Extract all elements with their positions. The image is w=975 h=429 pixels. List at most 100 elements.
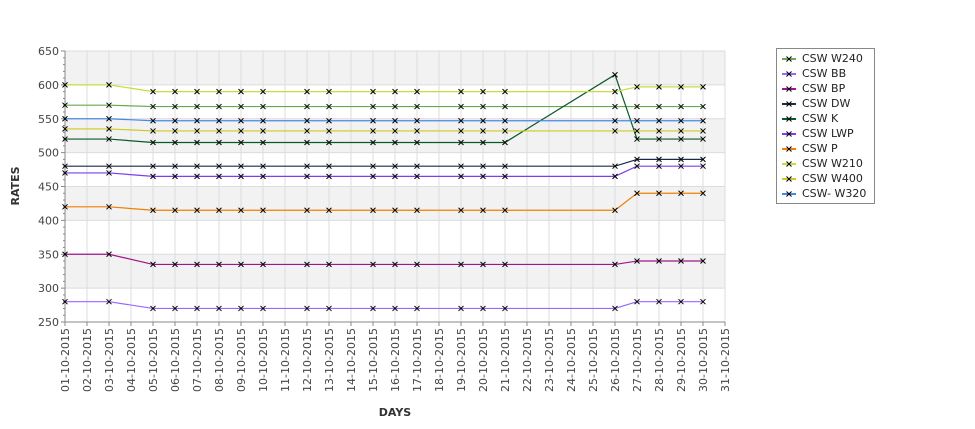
data-point-marker bbox=[656, 190, 662, 197]
legend: CSW W240 CSW BB CSW BP CSW DW CSW K CSW LWP CS… bbox=[776, 48, 875, 204]
data-point-marker bbox=[502, 207, 508, 214]
data-point-marker bbox=[172, 103, 178, 110]
data-point-marker bbox=[392, 261, 398, 268]
data-point-marker bbox=[106, 115, 112, 122]
data-point-marker bbox=[260, 261, 266, 268]
data-point-marker bbox=[700, 128, 706, 134]
data-point-marker bbox=[502, 103, 508, 110]
data-point-marker bbox=[612, 173, 618, 180]
legend-item: CSW K bbox=[777, 111, 874, 126]
data-point-marker bbox=[150, 207, 156, 214]
data-point-marker bbox=[678, 163, 684, 170]
data-point-marker bbox=[326, 103, 332, 110]
data-point-marker bbox=[678, 298, 684, 305]
data-point-marker bbox=[194, 261, 200, 268]
data-point-marker bbox=[62, 102, 68, 109]
data-point-marker bbox=[612, 71, 618, 78]
legend-marker-icon bbox=[786, 175, 792, 182]
data-point-marker bbox=[150, 103, 156, 110]
x-tick-label: 31-10-2015 bbox=[719, 328, 732, 392]
data-point-marker bbox=[172, 305, 178, 312]
data-point-marker bbox=[612, 88, 618, 95]
data-point-marker bbox=[216, 305, 222, 312]
data-point-marker bbox=[502, 305, 508, 312]
data-point-marker bbox=[304, 173, 310, 180]
data-point-marker bbox=[260, 173, 266, 180]
data-point-marker bbox=[634, 103, 640, 110]
data-point-marker bbox=[150, 88, 156, 95]
data-point-marker bbox=[480, 261, 486, 268]
data-point-marker bbox=[700, 190, 706, 197]
x-tick-label: 11-10-2015 bbox=[279, 328, 292, 392]
data-point-marker bbox=[612, 305, 618, 312]
data-point-marker bbox=[106, 136, 112, 142]
legend-label: CSW P bbox=[802, 142, 838, 155]
data-point-marker bbox=[634, 156, 640, 163]
data-point-marker bbox=[238, 173, 244, 180]
data-point-marker bbox=[106, 163, 112, 170]
data-point-marker bbox=[326, 305, 332, 312]
data-point-marker bbox=[480, 163, 486, 170]
legend-swatch-icon bbox=[782, 190, 796, 197]
data-point-marker bbox=[700, 298, 706, 305]
data-point-marker bbox=[370, 128, 376, 134]
data-point-marker bbox=[238, 139, 244, 146]
data-point-marker bbox=[458, 207, 464, 214]
legend-item: CSW P bbox=[777, 141, 874, 156]
data-point-marker bbox=[326, 117, 332, 124]
data-point-marker bbox=[62, 163, 68, 170]
x-tick-label: 28-10-2015 bbox=[653, 328, 666, 392]
legend-label: CSW BP bbox=[802, 82, 846, 95]
data-point-marker bbox=[458, 163, 464, 170]
data-point-marker bbox=[370, 163, 376, 170]
data-point-marker bbox=[304, 88, 310, 95]
data-point-marker bbox=[370, 88, 376, 95]
x-tick-label: 04-10-2015 bbox=[125, 328, 138, 392]
legend-swatch-icon bbox=[782, 160, 796, 167]
data-point-marker bbox=[656, 298, 662, 305]
data-point-marker bbox=[634, 190, 640, 197]
data-point-marker bbox=[480, 128, 486, 134]
data-point-marker bbox=[480, 207, 486, 214]
data-point-marker bbox=[106, 203, 112, 210]
data-point-marker bbox=[678, 258, 684, 264]
data-point-marker bbox=[700, 103, 706, 110]
data-point-marker bbox=[194, 163, 200, 170]
data-point-marker bbox=[62, 82, 68, 88]
data-point-marker bbox=[458, 305, 464, 312]
legend-marker-icon bbox=[786, 70, 792, 77]
x-tick-label: 25-10-2015 bbox=[587, 328, 600, 392]
data-point-marker bbox=[414, 173, 420, 180]
data-point-marker bbox=[634, 128, 640, 134]
data-point-marker bbox=[656, 258, 662, 264]
legend-label: CSW W240 bbox=[802, 52, 863, 65]
data-point-marker bbox=[700, 156, 706, 163]
data-point-marker bbox=[414, 103, 420, 110]
data-point-marker bbox=[194, 305, 200, 312]
legend-label: CSW- W320 bbox=[802, 187, 867, 200]
data-point-marker bbox=[634, 117, 640, 124]
data-point-marker bbox=[106, 251, 112, 258]
data-point-marker bbox=[480, 173, 486, 180]
data-point-marker bbox=[458, 117, 464, 124]
legend-swatch-icon bbox=[782, 70, 796, 77]
data-point-marker bbox=[612, 207, 618, 214]
data-point-marker bbox=[414, 117, 420, 124]
data-point-marker bbox=[370, 207, 376, 214]
data-point-marker bbox=[260, 207, 266, 214]
data-point-marker bbox=[304, 207, 310, 214]
data-point-marker bbox=[370, 139, 376, 146]
data-point-marker bbox=[260, 305, 266, 312]
data-point-marker bbox=[634, 258, 640, 264]
data-point-marker bbox=[656, 163, 662, 170]
x-tick-label: 05-10-2015 bbox=[147, 328, 160, 392]
x-axis-label: DAYS bbox=[379, 406, 412, 419]
data-point-marker bbox=[502, 117, 508, 124]
data-point-marker bbox=[238, 207, 244, 214]
data-point-marker bbox=[414, 261, 420, 268]
data-point-marker bbox=[216, 173, 222, 180]
data-point-marker bbox=[458, 173, 464, 180]
data-point-marker bbox=[370, 305, 376, 312]
data-point-marker bbox=[414, 207, 420, 214]
x-tick-label: 24-10-2015 bbox=[565, 328, 578, 392]
